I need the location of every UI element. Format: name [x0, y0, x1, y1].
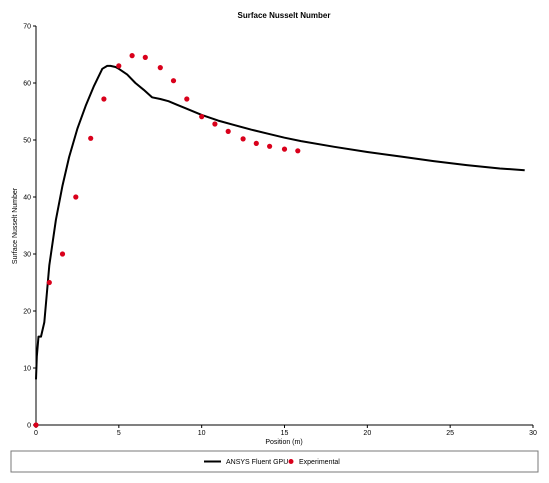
- data-point-experimental: [33, 422, 39, 428]
- data-point-experimental: [184, 96, 190, 102]
- data-point-experimental: [212, 121, 218, 127]
- legend: ANSYS Fluent GPU Experimental: [10, 450, 539, 473]
- data-point-experimental: [59, 251, 66, 257]
- x-tick-label: 0: [34, 430, 38, 437]
- y-ticks: 0 10 20 30 40 50 60 70: [23, 24, 36, 430]
- y-tick-label: 30: [23, 252, 31, 259]
- chart-title: Surface Nusselt Number: [238, 11, 331, 20]
- data-point-experimental: [129, 53, 135, 59]
- y-tick-label: 60: [23, 81, 31, 88]
- data-point-experimental: [199, 114, 205, 120]
- data-point-experimental: [253, 140, 259, 146]
- data-point-experimental: [295, 148, 301, 154]
- y-tick-label: 50: [23, 138, 31, 145]
- y-tick-label: 0: [27, 423, 31, 430]
- x-tick-label: 5: [117, 430, 121, 437]
- data-point-experimental: [240, 136, 246, 142]
- data-point-experimental: [225, 128, 231, 134]
- data-point-experimental: [88, 135, 94, 141]
- data-point-experimental: [157, 65, 163, 71]
- legend-box: [10, 450, 539, 473]
- data-point-experimental: [116, 63, 122, 69]
- data-point-experimental: [101, 96, 107, 102]
- legend-entry-fluent: ANSYS Fluent GPU: [226, 459, 288, 466]
- y-tick-label: 20: [23, 309, 31, 316]
- series-layer: [33, 53, 525, 428]
- x-tick-label: 20: [363, 430, 371, 437]
- legend-marker-swatch: [288, 459, 294, 464]
- data-point-experimental: [281, 146, 288, 152]
- x-ticks: 0 5 10 15 20 25 30: [34, 425, 537, 437]
- y-axis-label: Surface Nusselt Number: [12, 187, 19, 264]
- data-point-experimental: [267, 143, 273, 149]
- x-tick-label: 10: [198, 430, 206, 437]
- series-line-fluent-gpu: [35, 64, 525, 380]
- plot-area: [35, 26, 533, 426]
- y-tick-label: 40: [23, 195, 31, 202]
- y-tick-label: 10: [23, 366, 31, 373]
- data-point-experimental: [142, 54, 148, 61]
- data-point-experimental: [170, 78, 177, 84]
- x-tick-label: 30: [529, 430, 537, 437]
- y-tick-label: 70: [23, 24, 31, 31]
- x-axis-label: Position (m): [265, 439, 302, 446]
- x-tick-label: 15: [281, 430, 289, 437]
- legend-entry-experimental: Experimental: [299, 459, 340, 466]
- data-point-experimental: [46, 279, 52, 286]
- x-tick-label: 25: [446, 430, 454, 437]
- data-point-experimental: [73, 194, 79, 200]
